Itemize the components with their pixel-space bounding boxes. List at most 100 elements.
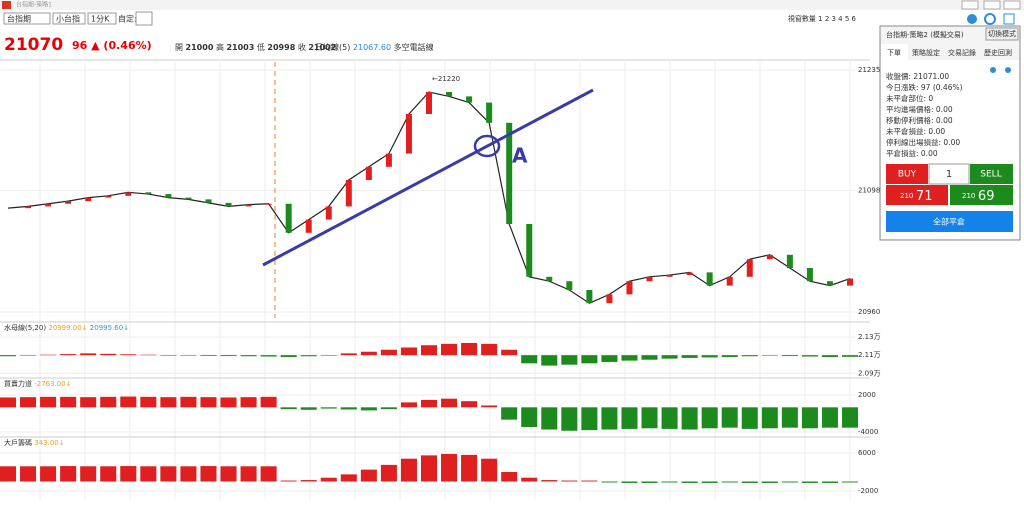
select[interactable] bbox=[3, 12, 51, 25]
bid-box[interactable] bbox=[886, 185, 948, 205]
histogram-bar bbox=[300, 407, 317, 410]
histogram-bar bbox=[400, 402, 417, 408]
maximize[interactable] bbox=[983, 0, 1001, 10]
histogram-bar bbox=[821, 481, 838, 483]
histogram-bar bbox=[821, 355, 838, 357]
histogram-bar bbox=[561, 355, 578, 365]
candle bbox=[586, 290, 593, 304]
histogram-bar bbox=[481, 343, 498, 356]
window-count[interactable]: 視窗數量 1 2 3 4 5 6 bbox=[788, 14, 857, 23]
histogram-bar bbox=[561, 407, 578, 431]
candle bbox=[426, 92, 432, 114]
window-controls[interactable] bbox=[961, 0, 1021, 10]
histogram-bar bbox=[40, 396, 57, 408]
refresh-icon[interactable] bbox=[984, 13, 996, 25]
panel-title: 大戶籌碼 343.00↓ bbox=[4, 438, 65, 447]
histogram-bar bbox=[220, 397, 237, 408]
select[interactable] bbox=[87, 12, 117, 25]
tab[interactable]: 策略設定 bbox=[912, 48, 940, 57]
info-line: 今日漲跌: 97 (0.46%) bbox=[886, 82, 963, 92]
tab[interactable]: 下單 bbox=[887, 49, 901, 57]
histogram-bar bbox=[380, 464, 397, 482]
histogram-bar bbox=[461, 342, 478, 356]
histogram-bar bbox=[80, 397, 97, 408]
histogram-bar bbox=[60, 466, 77, 482]
font-icon[interactable] bbox=[1003, 13, 1015, 25]
histogram-bar bbox=[841, 407, 859, 428]
histogram-bar bbox=[761, 355, 778, 356]
histogram-bar bbox=[280, 480, 297, 482]
histogram-bar bbox=[180, 466, 197, 482]
histogram-bar bbox=[140, 466, 157, 482]
histogram-bar bbox=[461, 454, 478, 482]
histogram-bar bbox=[661, 407, 678, 429]
quantity: 1 bbox=[946, 169, 952, 180]
histogram-bar bbox=[741, 407, 758, 429]
sell-button[interactable] bbox=[970, 164, 1013, 184]
ohlc-label: 低 bbox=[257, 42, 265, 52]
quantity-input[interactable] bbox=[928, 163, 970, 185]
zoom-out[interactable] bbox=[1005, 67, 1011, 73]
histogram-bar bbox=[661, 355, 678, 359]
minimize[interactable] bbox=[961, 0, 979, 10]
ma-label: 日均線(5) bbox=[315, 42, 350, 52]
active-tab[interactable] bbox=[881, 44, 908, 60]
panel-title: 台指期-策略2 (模擬交易) bbox=[886, 30, 964, 39]
histogram-bar bbox=[200, 466, 217, 482]
ask-box[interactable] bbox=[950, 185, 1013, 205]
custom-input[interactable] bbox=[135, 11, 153, 26]
close[interactable] bbox=[1003, 0, 1021, 10]
histogram-bar bbox=[40, 466, 57, 482]
buy-label: BUY bbox=[898, 170, 917, 180]
histogram-bar bbox=[220, 355, 237, 357]
candle bbox=[305, 219, 312, 233]
histogram-bar bbox=[621, 481, 638, 483]
candle bbox=[826, 281, 833, 286]
histogram-bar bbox=[641, 407, 658, 429]
info-line: 停利線出場損益: 0.00 bbox=[886, 137, 960, 147]
price-prefix: 210 bbox=[962, 192, 975, 200]
histogram-bar bbox=[340, 474, 357, 482]
zoom-in[interactable] bbox=[990, 67, 996, 73]
tab[interactable]: 交易記錄 bbox=[948, 48, 976, 57]
candle bbox=[486, 102, 493, 123]
candle bbox=[546, 276, 553, 282]
mode-button[interactable] bbox=[985, 27, 1019, 41]
info-line: 平倉損益: 0.00 bbox=[886, 148, 938, 158]
histogram-bar bbox=[240, 466, 257, 482]
histogram-bar bbox=[681, 481, 698, 483]
ohlc-label: 開 bbox=[175, 43, 183, 52]
histogram-bar bbox=[100, 466, 117, 482]
histogram-bar bbox=[0, 466, 17, 482]
histogram-bar bbox=[841, 355, 859, 357]
close-all-button[interactable] bbox=[886, 211, 1013, 232]
histogram-bar bbox=[561, 480, 578, 482]
select[interactable] bbox=[52, 12, 86, 25]
price-prefix: 210 bbox=[900, 192, 913, 200]
side-panel: 台指期-策略2 (模擬交易) 切換模式 下單 策略設定 交易記錄 歷史回測 收盤… bbox=[879, 25, 1021, 241]
candle bbox=[385, 153, 392, 167]
histogram-bar bbox=[340, 407, 357, 410]
window-title: 台指期-策略1 bbox=[16, 1, 52, 9]
candle bbox=[766, 254, 773, 260]
y-tick-label: 21098 bbox=[858, 187, 880, 195]
histogram-bar bbox=[801, 355, 818, 357]
ohlc-value: 21000 bbox=[186, 43, 214, 52]
candle bbox=[606, 294, 613, 304]
candle bbox=[506, 122, 513, 224]
histogram-bar bbox=[501, 407, 518, 420]
icon[interactable] bbox=[967, 14, 977, 24]
histogram-bar bbox=[461, 401, 478, 408]
buy-button[interactable] bbox=[886, 164, 928, 184]
histogram-bar bbox=[601, 481, 618, 483]
legend-value: 20999.00↓ bbox=[48, 324, 87, 332]
candle bbox=[85, 197, 92, 202]
histogram-bar bbox=[521, 355, 538, 364]
histogram-bar bbox=[541, 355, 558, 366]
histogram-bar bbox=[681, 407, 698, 430]
tab[interactable]: 歷史回測 bbox=[984, 48, 1012, 57]
histogram-bar bbox=[521, 477, 538, 482]
histogram-bar bbox=[300, 480, 317, 482]
